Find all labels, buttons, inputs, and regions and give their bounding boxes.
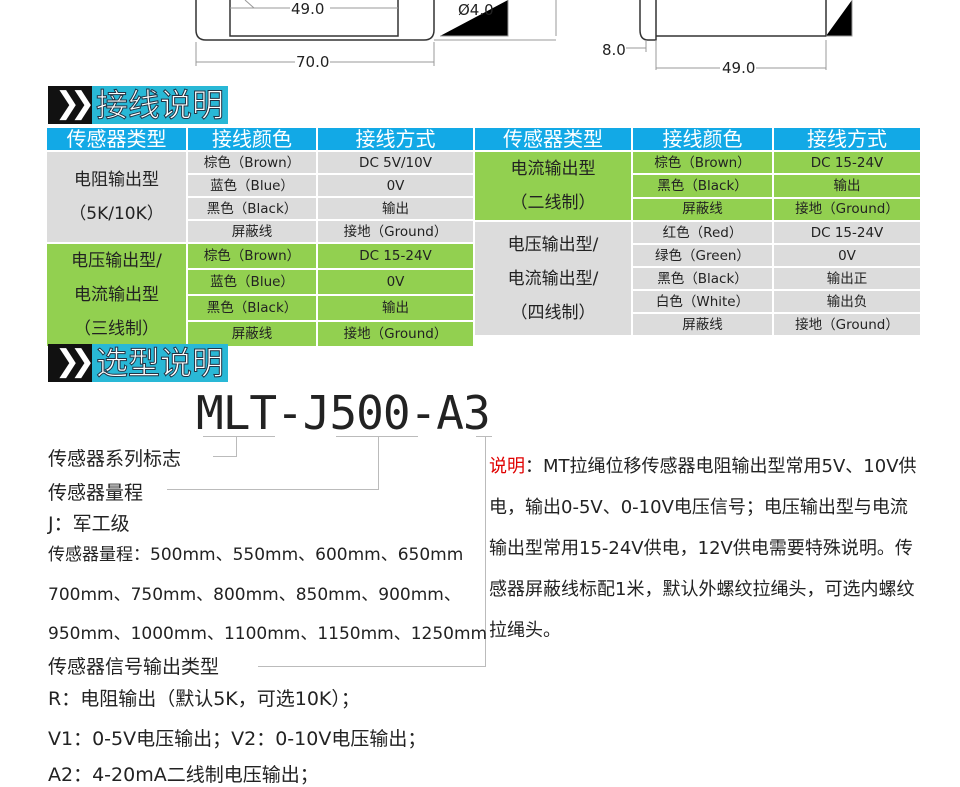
table-row: 黑色（Black） 输出 bbox=[474, 173, 922, 199]
wire-color-cell: 绿色（Green） bbox=[631, 243, 774, 268]
legend-label: 700mm、750mm、800mm、850mm、900mm、 bbox=[48, 585, 461, 605]
table-row: 屏蔽线 接地（Ground） bbox=[474, 196, 922, 223]
section-header-wiring: ❯❯ 接线说明 bbox=[48, 86, 229, 125]
sensor-type-line: 电压输出型/ bbox=[507, 234, 599, 255]
note-paragraph: 说明：MT拉绳位移传感器电阻输出型常用5V、10V供电，输出0-5V、0-10V… bbox=[489, 446, 919, 651]
chevron-right-icon: ❯❯ bbox=[48, 344, 95, 382]
wire-color-cell: 棕色（Brown） bbox=[186, 242, 318, 270]
wire-color-cell: 棕色（Brown） bbox=[631, 149, 774, 176]
wiring-method-cell: 输出正 bbox=[772, 266, 922, 291]
sensor-type-line: （四线制） bbox=[510, 302, 596, 323]
sensor-type-line: （5K/10K） bbox=[69, 204, 164, 224]
wire-color-cell: 黑色（Black） bbox=[186, 294, 318, 322]
wiring-method-cell: 接地（Ground） bbox=[772, 312, 922, 337]
wiring-method-cell: 输出 bbox=[316, 294, 475, 322]
sensor-type-line: 电压输出型/ bbox=[71, 251, 162, 271]
table-row: 电阻输出型 （5K/10K） 棕色（Brown） DC 5V/10V bbox=[45, 150, 475, 244]
section-header-selection: ❯❯ 选型说明 bbox=[48, 344, 229, 383]
sensor-type-line: （三线制） bbox=[74, 319, 159, 339]
wire-color-cell: 棕色（Brown） bbox=[186, 150, 318, 175]
note-text: ：MT拉绳位移传感器电阻输出型常用5V、10V供电，输出0-5V、0-10V电压… bbox=[489, 456, 917, 641]
column-header: 接线颜色 bbox=[631, 126, 774, 152]
column-header: 接线颜色 bbox=[186, 126, 318, 152]
wiring-method-cell: 接地（Ground） bbox=[316, 219, 475, 244]
wire-color-cell: 蓝色（Blue） bbox=[186, 268, 318, 296]
legend-label: 传感器量程：500mm、550mm、600mm、650mm bbox=[48, 545, 464, 565]
legend-label: R：电阻输出（默认5K，可选10K）； bbox=[48, 688, 360, 710]
legend-label: 传感器系列标志 bbox=[48, 448, 182, 470]
table-row: 白色（White） 输出负 bbox=[474, 289, 922, 314]
model-number: MLT-J500-A3 bbox=[196, 386, 491, 440]
wire-color-cell: 屏蔽线 bbox=[631, 312, 774, 337]
dim-label: 70.0 bbox=[296, 53, 330, 71]
sensor-type-line: 电流输出型 bbox=[74, 285, 159, 305]
note-label: 说明 bbox=[489, 456, 525, 477]
dim-label: 49.0 bbox=[722, 59, 756, 77]
wiring-method-cell: 输出 bbox=[316, 196, 475, 221]
legend-label: A2：4-20mA二线制电压输出； bbox=[48, 764, 319, 786]
table-row: 电压输出型/电流输出型/ （四线制） 红色（Red） DC 15-24V bbox=[473, 220, 922, 337]
wire-color-cell: 黑色（Black） bbox=[631, 266, 774, 291]
legend-label: 传感器信号输出类型 bbox=[48, 656, 220, 678]
column-header: 传感器类型 bbox=[45, 126, 188, 152]
wiring-table-left: 传感器类型 接线颜色 接线方式 电阻输出型 （5K/10K） 棕色（Brown） DC 5V… bbox=[45, 126, 475, 348]
sensor-type-line: （二线制） bbox=[510, 193, 596, 213]
sensor-type-cell: 电阻输出型 （5K/10K） bbox=[45, 150, 188, 244]
wiring-method-cell: DC 15-24V bbox=[772, 220, 922, 245]
table-row: 黑色（Black） 输出 bbox=[46, 294, 475, 322]
legend-label: J：军工级 bbox=[48, 513, 130, 535]
table-row: 电流输出型 （二线制） 棕色（Brown） DC 15-24V bbox=[473, 149, 922, 222]
sensor-type-line: 电流输出型 bbox=[510, 159, 596, 179]
dimension-drawing bbox=[195, 0, 853, 70]
dim-label: Ø4.0 bbox=[458, 1, 494, 19]
sensor-type-line: 电流输出型/ bbox=[507, 268, 599, 289]
column-header: 接线方式 bbox=[772, 126, 922, 152]
wiring-method-cell: 0V bbox=[316, 173, 475, 198]
table-row: 屏蔽线 接地（Ground） bbox=[46, 320, 475, 348]
table-row: 电压输出型/电流输出型 （三线制） 棕色（Brown） DC 15-24V bbox=[45, 242, 475, 348]
table-row: 蓝色（Blue） 0V bbox=[46, 173, 475, 198]
wiring-method-cell: DC 15-24V bbox=[772, 149, 922, 176]
sensor-type-line: 电阻输出型 bbox=[74, 170, 159, 190]
wiring-method-cell: 接地（Ground） bbox=[772, 196, 922, 223]
wiring-method-cell: 输出 bbox=[772, 173, 922, 199]
column-header: 传感器类型 bbox=[473, 126, 633, 152]
wiring-table-right: 传感器类型 接线颜色 接线方式 电流输出型 （二线制） 棕色（Brown） DC 15-24… bbox=[473, 126, 922, 337]
wiring-method-cell: 接地（Ground） bbox=[316, 320, 475, 348]
section-title: 选型说明 bbox=[92, 344, 229, 383]
wire-color-cell: 黑色（Black） bbox=[631, 173, 774, 199]
wiring-method-cell: 0V bbox=[772, 243, 922, 268]
sensor-type-cell: 电压输出型/电流输出型 （三线制） bbox=[45, 242, 188, 348]
wiring-method-cell: 0V bbox=[316, 268, 475, 296]
table-row: 屏蔽线 接地（Ground） bbox=[474, 312, 922, 337]
wiring-method-cell: 输出负 bbox=[772, 289, 922, 314]
table-row: 黑色（Black） 输出 bbox=[46, 196, 475, 221]
wire-color-cell: 屏蔽线 bbox=[186, 219, 318, 244]
dim-label: 8.0 bbox=[602, 41, 626, 59]
table-row: 黑色（Black） 输出正 bbox=[474, 266, 922, 291]
wire-color-cell: 白色（White） bbox=[631, 289, 774, 314]
legend-label: 传感器量程 bbox=[48, 482, 144, 504]
wire-color-cell: 蓝色（Blue） bbox=[186, 173, 318, 198]
table-row: 绿色（Green） 0V bbox=[474, 243, 922, 268]
dim-label: 49.0 bbox=[291, 0, 325, 18]
wire-color-cell: 红色（Red） bbox=[631, 220, 774, 245]
legend-label: 950mm、1000mm、1100mm、1150mm、1250mm bbox=[48, 624, 488, 644]
wire-color-cell: 屏蔽线 bbox=[631, 196, 774, 223]
wire-color-cell: 黑色（Black） bbox=[186, 196, 318, 221]
sensor-type-cell: 电流输出型 （二线制） bbox=[473, 150, 633, 222]
wiring-method-cell: DC 15-24V bbox=[316, 242, 475, 270]
legend-label: V1：0-5V电压输出；V2：0-10V电压输出； bbox=[48, 728, 427, 750]
table-row: 屏蔽线 接地（Ground） bbox=[46, 219, 475, 244]
sensor-type-cell: 电压输出型/电流输出型/ （四线制） bbox=[473, 220, 633, 337]
wire-color-cell: 屏蔽线 bbox=[186, 320, 318, 348]
chevron-right-icon: ❯❯ bbox=[48, 86, 95, 124]
wiring-method-cell: DC 5V/10V bbox=[316, 150, 475, 175]
section-title: 接线说明 bbox=[92, 86, 229, 125]
column-header: 接线方式 bbox=[316, 126, 475, 152]
table-row: 蓝色（Blue） 0V bbox=[46, 268, 475, 296]
